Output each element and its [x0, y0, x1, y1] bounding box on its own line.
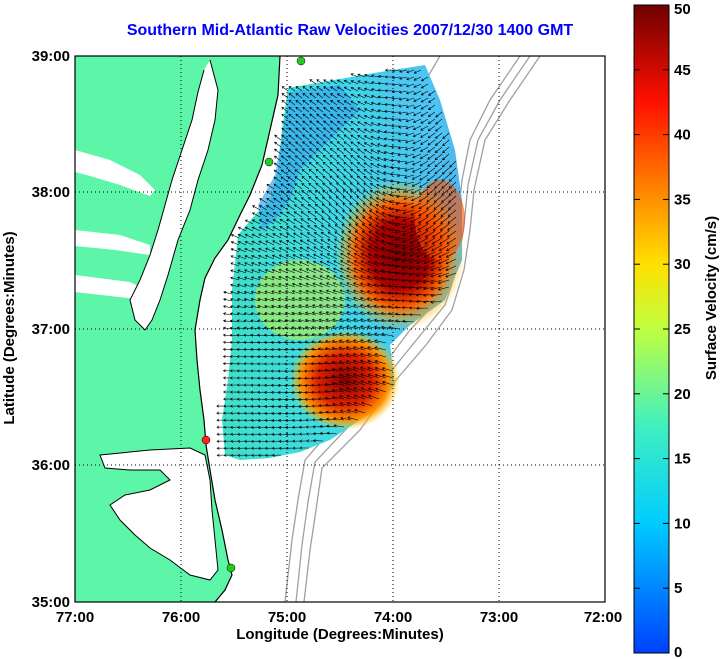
- station-green-north: [296, 56, 306, 66]
- x-tick-label: 72:00: [584, 609, 622, 626]
- colorbar-label: Surface Velocity (cm/s): [703, 216, 720, 380]
- colorbar-tick-label: 30: [674, 256, 691, 273]
- colorbar-tick-label: 5: [674, 580, 682, 597]
- colorbar-tick-label: 50: [674, 1, 691, 18]
- chesapeake-bay: [130, 60, 218, 330]
- vector-arrows: [216, 68, 457, 457]
- y-axis: 39:00 38:00 37:00 36:00 35:00 Latitude (…: [1, 48, 70, 611]
- coastline: [194, 56, 281, 602]
- map-title: Southern Mid-Atlantic Raw Velocities 200…: [126, 22, 574, 39]
- x-axis-label: Longitude (Degrees:Minutes): [236, 626, 444, 643]
- colorbar-tick-label: 40: [674, 127, 691, 144]
- colorbar-tick-label: 45: [674, 62, 691, 79]
- colorbar-tick-label: 35: [674, 191, 691, 208]
- y-tick-label: 35:00: [32, 594, 70, 611]
- colorbar-tick-label: 15: [674, 451, 691, 468]
- y-tick-label: 36:00: [32, 457, 70, 474]
- x-axis: 77:00 76:00 75:00 74:00 73:00 72:00 Long…: [56, 609, 622, 643]
- grid-lines: [75, 56, 605, 602]
- x-tick-label: 77:00: [56, 609, 94, 626]
- colorbar-tick-label: 0: [674, 644, 682, 659]
- x-tick-label: 75:00: [268, 609, 306, 626]
- station-green-south: [226, 563, 236, 573]
- station-red: [201, 435, 211, 445]
- colorbar-tick-label: 20: [674, 386, 691, 403]
- plot-frame: [74, 55, 606, 603]
- velocity-vectors: [216, 68, 457, 457]
- colorbar-tick-label: 25: [674, 321, 691, 338]
- sounds: [100, 448, 218, 580]
- colorbar-tick-label: 10: [674, 515, 691, 532]
- y-tick-label: 39:00: [32, 48, 70, 65]
- x-tick-label: 76:00: [162, 609, 200, 626]
- y-tick-label: 38:00: [32, 184, 70, 201]
- x-tick-label: 74:00: [374, 609, 412, 626]
- station-green-mid: [264, 157, 274, 167]
- y-tick-label: 37:00: [32, 321, 70, 338]
- y-axis-label: Latitude (Degrees:Minutes): [1, 231, 18, 424]
- x-tick-label: 73:00: [480, 609, 518, 626]
